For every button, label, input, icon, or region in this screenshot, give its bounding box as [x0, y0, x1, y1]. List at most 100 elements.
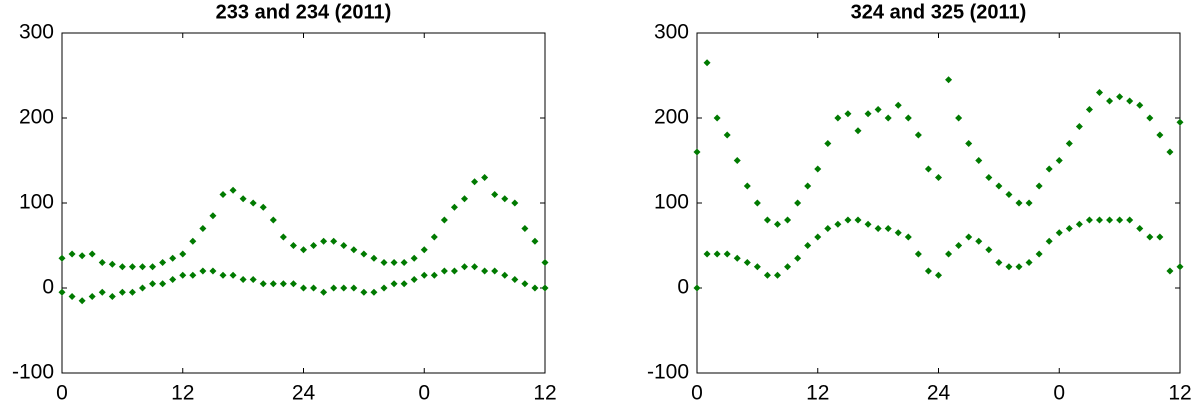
data-point [249, 276, 257, 283]
data-point [1025, 259, 1033, 266]
data-point [924, 165, 932, 173]
data-point [289, 280, 297, 288]
data-point [884, 225, 892, 232]
data-point [481, 267, 489, 275]
data-point [1075, 220, 1083, 228]
data-point [763, 271, 771, 279]
data-point [149, 263, 157, 271]
data-point [189, 237, 197, 245]
data-point [693, 284, 701, 292]
data-point [1045, 165, 1053, 173]
data-point [884, 114, 892, 122]
data-point [1045, 237, 1053, 245]
data-point [894, 101, 902, 109]
data-point [310, 284, 318, 292]
y-tick-label: -100 [647, 361, 689, 384]
data-point [209, 212, 217, 220]
data-point [400, 280, 408, 288]
data-point [824, 225, 832, 232]
data-point [1035, 182, 1043, 190]
data-point [199, 267, 207, 275]
data-point [965, 233, 973, 241]
x-tick-label: 0 [691, 382, 703, 405]
data-point [784, 216, 792, 224]
data-point [289, 242, 297, 249]
data-point [1065, 140, 1073, 147]
data-point [693, 148, 701, 156]
data-point [834, 114, 842, 122]
data-point [864, 110, 872, 118]
data-point [501, 271, 509, 279]
y-tick-label: 300 [654, 21, 689, 44]
x-tick-label: 12 [171, 382, 194, 405]
data-point [249, 199, 257, 207]
data-point [471, 178, 479, 186]
data-point [1065, 225, 1073, 232]
data-point [723, 131, 731, 139]
x-tick-label: 12 [533, 382, 556, 405]
data-point [330, 284, 338, 292]
data-point [824, 140, 832, 147]
data-point [874, 225, 882, 232]
data-point [370, 254, 378, 262]
x-tick-label: 0 [418, 382, 430, 405]
data-point [461, 263, 468, 271]
data-point [1075, 123, 1083, 130]
data-point [874, 106, 882, 113]
data-point [139, 284, 146, 292]
data-point [1156, 131, 1164, 139]
data-point [844, 110, 852, 118]
data-point [1096, 216, 1103, 224]
x-tick-label: 24 [292, 382, 316, 405]
data-point [924, 267, 932, 275]
data-point [159, 259, 167, 266]
data-point [995, 182, 1003, 190]
data-point [531, 284, 539, 292]
data-point [300, 284, 307, 292]
y-tick-label: 200 [654, 106, 689, 129]
data-point [854, 127, 862, 135]
data-point [420, 271, 428, 279]
data-point [703, 250, 711, 258]
data-point [1005, 263, 1013, 271]
data-point [904, 114, 912, 122]
data-point [1055, 229, 1063, 237]
data-point [350, 246, 358, 254]
data-point [169, 276, 177, 283]
data-point [219, 191, 227, 198]
data-point [1025, 199, 1033, 207]
data-point [1005, 191, 1013, 198]
data-point [259, 203, 267, 211]
data-point [320, 288, 328, 296]
data-point [410, 276, 418, 283]
data-point [360, 288, 368, 296]
data-point [1055, 157, 1063, 164]
data-point [300, 246, 307, 254]
data-point [955, 242, 963, 249]
data-point [159, 280, 167, 288]
data-point [491, 267, 499, 275]
data-point [1136, 101, 1144, 109]
data-point [733, 157, 741, 164]
data-point [390, 259, 398, 266]
data-point [118, 288, 126, 296]
data-point [149, 280, 157, 288]
data-point [78, 297, 86, 305]
data-point [1156, 233, 1164, 241]
data-point [68, 250, 76, 258]
data-point [531, 237, 539, 245]
data-point [139, 263, 146, 271]
data-point [844, 216, 852, 224]
data-point [229, 271, 237, 279]
data-point [199, 225, 207, 232]
data-point [955, 114, 963, 122]
data-point [743, 182, 751, 190]
data-point [269, 216, 277, 224]
y-tick-label: 100 [19, 191, 54, 214]
data-point [279, 280, 287, 288]
plot-frame [696, 32, 1181, 374]
x-tick-label: 12 [806, 382, 829, 405]
data-point [1166, 148, 1174, 156]
data-point [1015, 263, 1023, 271]
